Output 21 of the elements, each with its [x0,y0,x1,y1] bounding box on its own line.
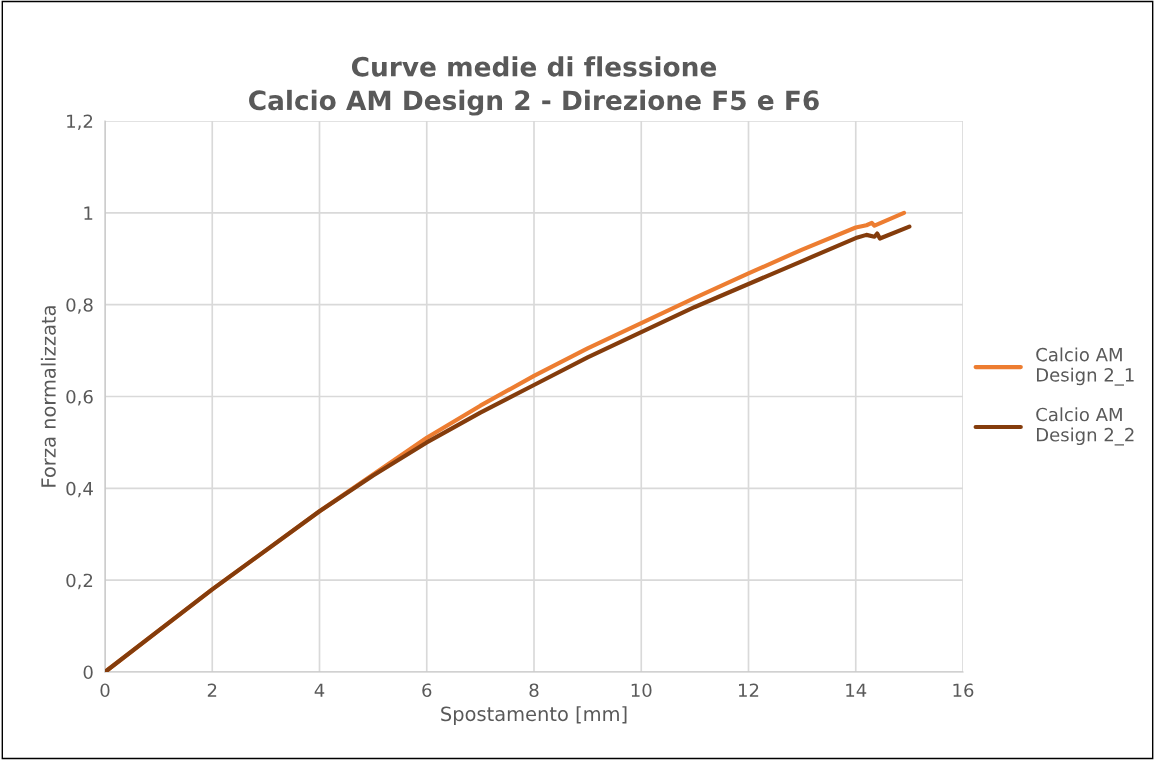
x-tick-label: 16 [953,683,974,698]
legend-label: Calcio AM Design 2_2 [1036,407,1134,446]
y-tick-label: 0,8 [66,298,93,314]
y-axis-title: Forza normalizzata [40,306,56,487]
x-tick-label: 8 [529,683,539,698]
x-tick-label: 10 [631,683,652,698]
legend-label: Calcio AM Design 2_1 [1036,347,1134,386]
x-tick-label: 14 [846,683,867,697]
y-tick-label: 0,6 [66,389,93,406]
x-tick-label: 4 [314,683,325,697]
y-tick-label: 0,2 [66,573,93,590]
chart-title: Curve medie di flessione Calcio AM Design 2 - Direzione F5 e F6 [249,56,819,116]
x-tick-label: 12 [739,683,759,697]
y-tick-label: 0 [83,665,93,680]
x-tick-label: 6 [422,683,432,698]
y-tick-label: 0,4 [66,481,93,498]
x-tick-label: 0 [100,683,110,698]
x-tick-label: 2 [207,683,217,697]
x-axis-title: Spostamento [mm] [441,706,627,725]
y-tick-label: 1 [84,206,93,220]
y-tick-label: 1,2 [67,114,93,130]
